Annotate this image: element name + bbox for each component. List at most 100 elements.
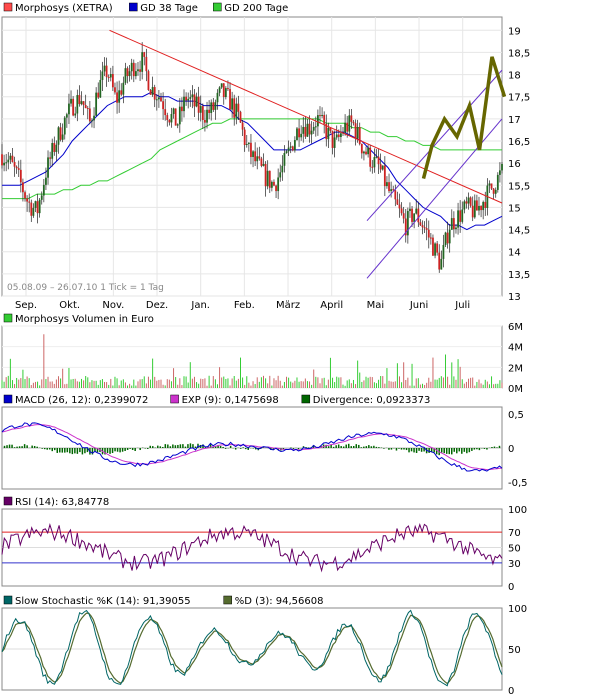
candle-body: [68, 103, 70, 115]
candle-body: [15, 166, 18, 169]
stochastic-y-ticks: 100 50 0: [508, 604, 527, 697]
candle-body: [429, 237, 432, 239]
legend-label-2: Divergence: 0,0923373: [313, 395, 431, 406]
candle-body: [314, 126, 317, 128]
candle-body: [316, 115, 319, 127]
forecast-group: [421, 56, 507, 180]
rsi-tick-1: 70: [508, 528, 521, 539]
candle-body: [101, 71, 104, 80]
candle-body: [172, 108, 175, 115]
candle-body: [319, 115, 321, 117]
candle-body: [145, 56, 148, 72]
candle-body: [308, 123, 311, 135]
price-panel: 19 18,5 18 17,5 17 16,5 16 15,5 15 14,5 14 13,5 13 S…: [1, 2, 530, 311]
candle-body: [185, 96, 188, 101]
range-note: 05.08.09 – 26.07.10 1 Tick = 1 Tag: [7, 283, 164, 293]
candle-body: [28, 201, 31, 203]
candle-body: [390, 189, 393, 192]
candle-body: [457, 210, 459, 228]
candle-body: [373, 157, 376, 168]
candle-body: [496, 174, 499, 190]
candle-body: [490, 183, 493, 189]
candle-body: [47, 157, 49, 178]
candle-body: [478, 205, 480, 211]
rsi-legend: RSI (14): 63,84778: [3, 496, 109, 508]
price-gridlines: [2, 17, 502, 297]
candle-body: [183, 96, 185, 112]
candle-body: [17, 168, 20, 170]
legend-swatch-1: [170, 394, 179, 404]
candle-body: [450, 218, 453, 230]
candle-body: [120, 90, 123, 95]
price-xtick-9: Juni: [409, 300, 428, 311]
rsi-panel: 100 70 50 30 0 RSI (14): 63,84778: [1, 496, 527, 593]
candle-body: [78, 95, 81, 105]
candle-body: [488, 183, 491, 186]
price-tick-5: 16,5: [508, 137, 530, 148]
stochastic-panel: 100 50 0 Slow Stochastic %K (14): 91,39055…: [1, 595, 527, 697]
candle-body: [348, 115, 351, 132]
candle-body: [59, 127, 62, 140]
candle-body: [141, 52, 144, 72]
candle-body: [270, 181, 273, 188]
candle-body: [296, 128, 298, 141]
candle-body: [398, 204, 401, 209]
candle-body: [99, 79, 102, 98]
candle-body: [400, 208, 403, 214]
volume-panel: 6M 4M 2M 0M Morphosys Volumen in Euro: [1, 313, 523, 395]
candle-body: [72, 98, 75, 116]
candle-body: [45, 177, 47, 185]
candle-body: [210, 102, 213, 113]
candle-body: [465, 201, 468, 204]
volume-legend: Morphosys Volumen in Euro: [3, 313, 154, 325]
candle-body: [415, 208, 418, 214]
volume-bars: [1, 334, 503, 388]
candle-body: [354, 123, 357, 139]
candle-body: [325, 123, 328, 140]
candle-body: [273, 181, 275, 186]
candle-body: [193, 94, 196, 107]
candle-body: [212, 102, 215, 110]
candle-body: [323, 114, 326, 124]
candle-body: [103, 65, 106, 72]
candle-body: [436, 243, 439, 253]
candle-body: [499, 170, 501, 175]
candle-body: [335, 134, 338, 138]
candle-body: [300, 133, 303, 138]
candle-body: [423, 227, 426, 229]
candle-body: [233, 98, 236, 118]
stochastic-legend: Slow Stochastic %K (14): 91,39055 %D (3):…: [3, 595, 324, 607]
sma38-line-group: [2, 91, 503, 231]
candle-body: [331, 130, 334, 148]
legend-label-2: GD 200 Tage: [224, 3, 288, 14]
candle-body: [241, 122, 244, 130]
candle-body: [365, 151, 367, 155]
candle-body: [30, 202, 33, 216]
candle-body: [65, 114, 68, 118]
candle-body: [126, 68, 129, 77]
legend-label-1: GD 38 Tage: [140, 3, 198, 14]
stoch-k-line: [1, 609, 503, 687]
candle-body: [9, 155, 12, 160]
candle-body: [360, 143, 363, 154]
candle-body: [329, 127, 332, 131]
price-y-ticks: 19 18,5 18 17,5 17 16,5 16 15,5 15 14,5 14 13,5 13: [508, 26, 530, 303]
price-tick-3: 17,5: [508, 93, 530, 104]
candle-body: [396, 199, 399, 205]
volume-plot-area: [1, 325, 503, 389]
candle-body: [235, 103, 238, 118]
candle-body: [287, 147, 290, 152]
candle-body: [356, 127, 359, 139]
candle-body: [130, 62, 133, 72]
candle-body: [467, 197, 470, 204]
candle-body: [302, 126, 305, 134]
candle-body: [475, 200, 478, 211]
candle-body: [340, 133, 342, 138]
price-xtick-8: Mai: [367, 300, 385, 311]
candle-body: [187, 98, 190, 101]
candle-body: [258, 156, 261, 159]
candle-body: [392, 189, 395, 191]
candle-body: [256, 156, 259, 162]
candle-body: [134, 71, 137, 77]
